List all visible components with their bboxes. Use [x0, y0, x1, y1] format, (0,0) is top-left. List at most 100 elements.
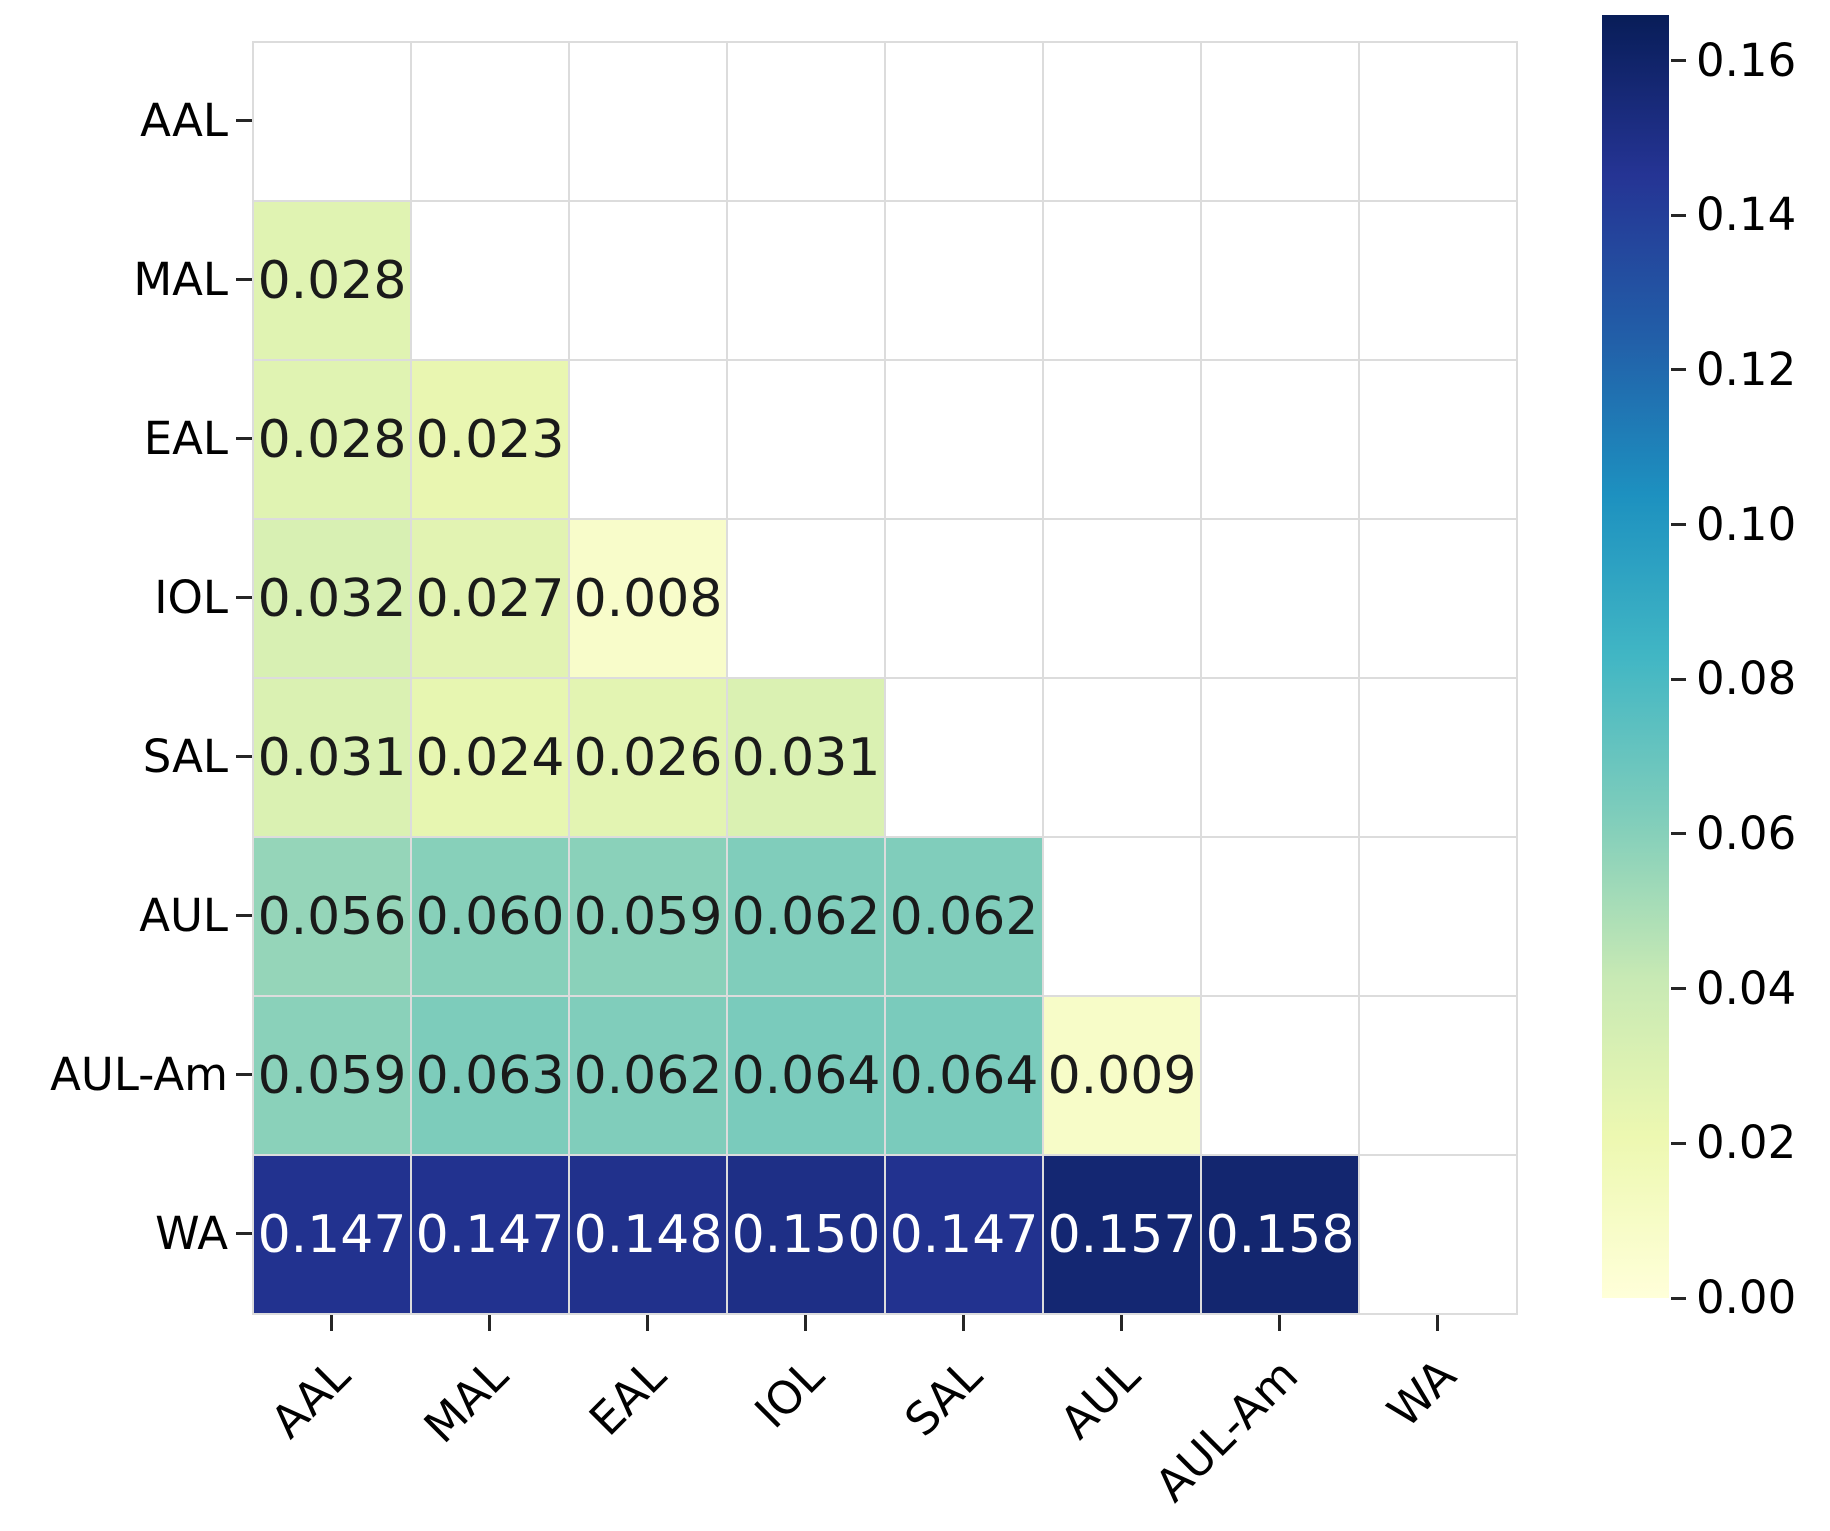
- colorbar-tick-label: 0.04: [1696, 961, 1797, 1015]
- heatmap-cell-EAL-AUL-Am: [1202, 361, 1360, 520]
- cell-value: 0.148: [573, 1204, 723, 1265]
- heatmap-cell-IOL-EAL: 0.008: [570, 520, 728, 679]
- y-tick-label-IOL: IOL: [154, 570, 228, 624]
- y-tick-label-EAL: EAL: [143, 411, 228, 465]
- heatmap-cell-WA-WA: [1360, 1156, 1518, 1315]
- y-tick-mark: [236, 119, 252, 122]
- cell-value: 0.059: [257, 1045, 407, 1106]
- heatmap-cell-MAL-EAL: [570, 202, 728, 361]
- heatmap-cell-AUL-MAL: 0.060: [412, 838, 570, 997]
- x-tick-mark: [487, 1315, 491, 1331]
- y-tick-label-AUL: AUL: [139, 888, 228, 942]
- x-tick-label-AAL: AAL: [260, 1348, 361, 1449]
- heatmap-cell-EAL-AAL: 0.028: [254, 361, 412, 520]
- heatmap-cell-AUL-EAL: 0.059: [570, 838, 728, 997]
- colorbar-tick-mark: [1671, 368, 1686, 372]
- cell-value: 0.062: [573, 1045, 723, 1106]
- colorbar-tick-label: 0.08: [1696, 652, 1797, 706]
- colorbar-tick-label: 0.16: [1696, 33, 1797, 87]
- heatmap-cell-WA-IOL: 0.150: [728, 1156, 886, 1315]
- heatmap-cell-AAL-MAL: [412, 43, 570, 202]
- heatmap-cell-IOL-IOL: [728, 520, 886, 679]
- y-tick-label-SAL: SAL: [142, 729, 228, 783]
- heatmap-cell-EAL-WA: [1360, 361, 1518, 520]
- heatmap-cell-SAL-MAL: 0.024: [412, 679, 570, 838]
- heatmap-cell-EAL-IOL: [728, 361, 886, 520]
- heatmap-cell-WA-AUL: 0.157: [1044, 1156, 1202, 1315]
- y-tick-mark: [236, 1073, 252, 1076]
- cell-value: 0.063: [415, 1045, 565, 1106]
- heatmap-cell-WA-AAL: 0.147: [254, 1156, 412, 1315]
- heatmap-cell-AUL-Am-AUL-Am: [1202, 997, 1360, 1156]
- cell-value: 0.031: [731, 727, 881, 788]
- heatmap-cell-AAL-IOL: [728, 43, 886, 202]
- y-tick-mark: [236, 755, 252, 758]
- heatmap-cell-SAL-EAL: 0.026: [570, 679, 728, 838]
- heatmap-cell-AAL-AUL: [1044, 43, 1202, 202]
- heatmap-cell-MAL-AAL: 0.028: [254, 202, 412, 361]
- colorbar-tick-label: 0.12: [1696, 342, 1797, 396]
- heatmap-cell-AAL-EAL: [570, 43, 728, 202]
- heatmap-cell-MAL-AUL: [1044, 202, 1202, 361]
- heatmap-cell-MAL-AUL-Am: [1202, 202, 1360, 361]
- colorbar-tick-mark: [1671, 832, 1686, 836]
- heatmap-cell-AUL-AUL-Am: [1202, 838, 1360, 997]
- cell-value: 0.062: [889, 886, 1039, 947]
- cell-value: 0.150: [731, 1204, 881, 1265]
- heatmap-cell-WA-EAL: 0.148: [570, 1156, 728, 1315]
- heatmap-cell-AUL-AAL: 0.056: [254, 838, 412, 997]
- heatmap-cell-MAL-WA: [1360, 202, 1518, 361]
- cell-value: 0.147: [257, 1204, 407, 1265]
- heatmap-cell-AUL-IOL: 0.062: [728, 838, 886, 997]
- y-tick-mark: [236, 437, 252, 440]
- heatmap-cell-AAL-AUL-Am: [1202, 43, 1360, 202]
- y-tick-mark: [236, 278, 252, 281]
- cell-value: 0.158: [1205, 1204, 1355, 1265]
- cell-value: 0.064: [889, 1045, 1039, 1106]
- cell-value: 0.009: [1047, 1045, 1197, 1106]
- x-tick-mark: [1277, 1315, 1281, 1331]
- heatmap-cell-AAL-AAL: [254, 43, 412, 202]
- cell-value: 0.032: [257, 568, 407, 629]
- heatmap-cell-AUL-Am-WA: [1360, 997, 1518, 1156]
- y-tick-mark: [236, 1232, 252, 1235]
- y-tick-label-AAL: AAL: [140, 93, 228, 147]
- cell-value: 0.147: [415, 1204, 565, 1265]
- colorbar-tick-mark: [1671, 1296, 1686, 1300]
- colorbar-tick-mark: [1671, 213, 1686, 217]
- y-tick-mark: [236, 596, 252, 599]
- heatmap-cell-SAL-IOL: 0.031: [728, 679, 886, 838]
- heatmap-cell-SAL-AUL: [1044, 679, 1202, 838]
- x-tick-mark: [1119, 1315, 1123, 1331]
- x-tick-mark: [803, 1315, 807, 1331]
- heatmap-cell-WA-SAL: 0.147: [886, 1156, 1044, 1315]
- heatmap-cell-IOL-AUL-Am: [1202, 520, 1360, 679]
- cell-value: 0.056: [257, 886, 407, 947]
- heatmap-cell-MAL-SAL: [886, 202, 1044, 361]
- cell-value: 0.026: [573, 727, 723, 788]
- y-tick-label-MAL: MAL: [133, 252, 228, 306]
- x-tick-mark: [961, 1315, 965, 1331]
- heatmap-cell-SAL-SAL: [886, 679, 1044, 838]
- heatmap-cell-AUL-WA: [1360, 838, 1518, 997]
- heatmap-cell-SAL-AAL: 0.031: [254, 679, 412, 838]
- cell-value: 0.059: [573, 886, 723, 947]
- heatmap-cell-AUL-Am-SAL: 0.064: [886, 997, 1044, 1156]
- heatmap-cell-EAL-AUL: [1044, 361, 1202, 520]
- heatmap-cell-AUL-Am-AAL: 0.059: [254, 997, 412, 1156]
- cell-value: 0.023: [415, 409, 565, 470]
- x-tick-mark: [1435, 1315, 1439, 1331]
- heatmap-cell-AUL-Am-AUL: 0.009: [1044, 997, 1202, 1156]
- heatmap-cell-AUL-Am-IOL: 0.064: [728, 997, 886, 1156]
- heatmap-cell-WA-MAL: 0.147: [412, 1156, 570, 1315]
- colorbar-tick-mark: [1671, 523, 1686, 527]
- heatmap-cell-AUL-AUL: [1044, 838, 1202, 997]
- heatmap-cell-AUL-SAL: 0.062: [886, 838, 1044, 997]
- heatmap-cell-MAL-MAL: [412, 202, 570, 361]
- heatmap-cell-AAL-WA: [1360, 43, 1518, 202]
- heatmap-cell-IOL-AAL: 0.032: [254, 520, 412, 679]
- heatmap-cell-EAL-EAL: [570, 361, 728, 520]
- heatmap-cell-MAL-IOL: [728, 202, 886, 361]
- heatmap-cell-AAL-SAL: [886, 43, 1044, 202]
